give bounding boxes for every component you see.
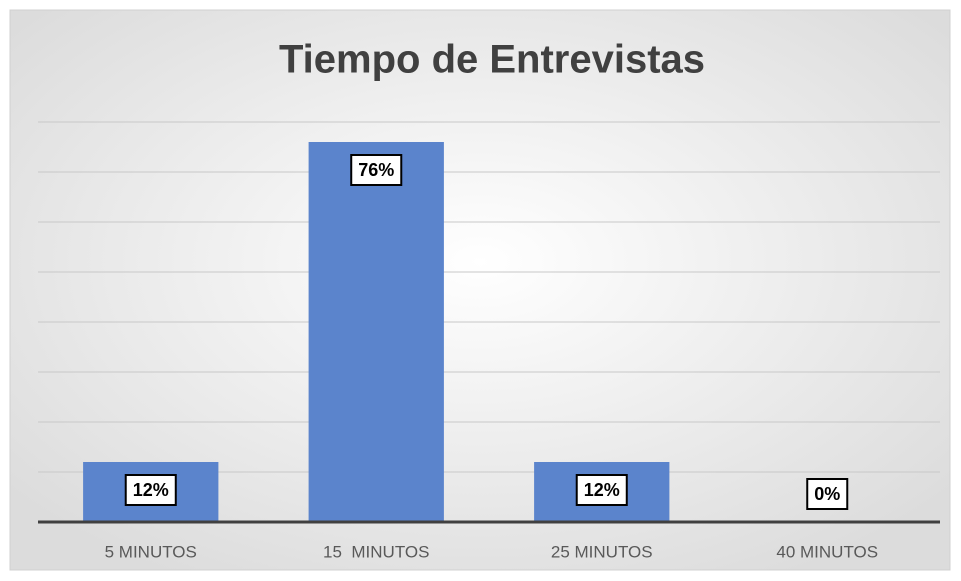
data-label-box	[575, 474, 628, 506]
bar	[308, 142, 444, 522]
x-tick-label: 25 MINUTOS	[551, 542, 653, 561]
data-label: 12%	[133, 480, 169, 500]
x-tick-label: 5 MINUTOS	[105, 542, 197, 561]
chart-title: Tiempo de Entrevistas	[279, 38, 705, 82]
data-label-box	[806, 478, 849, 510]
data-label: 0%	[814, 484, 840, 504]
data-label: 76%	[358, 160, 394, 180]
data-label: 12%	[584, 480, 620, 500]
data-label-box	[124, 474, 177, 506]
x-tick-label: 40 MINUTOS	[776, 542, 878, 561]
data-label-box	[350, 154, 403, 186]
x-tick-label: 15 MINUTOS	[323, 542, 429, 561]
